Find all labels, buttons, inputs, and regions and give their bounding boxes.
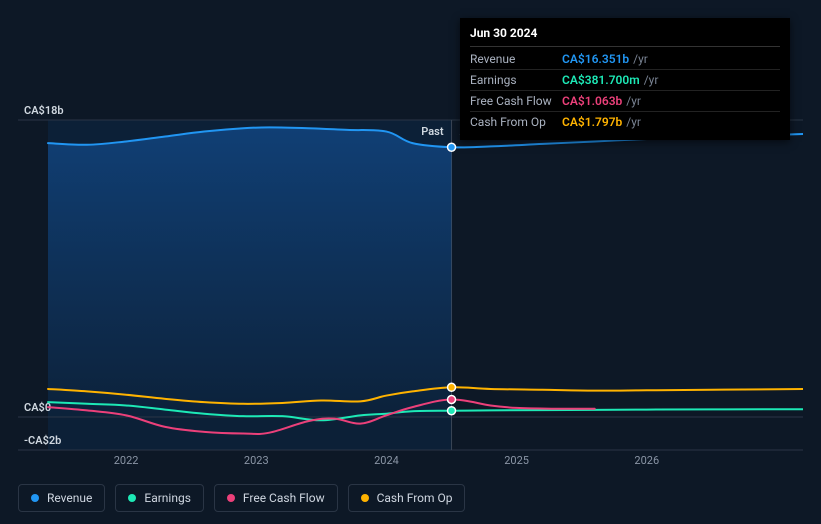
legend-swatch-icon [128, 494, 136, 502]
past-label: Past [421, 125, 444, 138]
earnings-marker [448, 407, 456, 415]
x-axis-label: 2023 [244, 454, 269, 467]
revenue-area [48, 127, 452, 417]
legend-label: Earnings [144, 491, 191, 505]
chart-legend: Revenue Earnings Free Cash Flow Cash From O… [18, 484, 465, 512]
tooltip-metric-value: CA$381.700m [562, 73, 640, 87]
x-axis-label: 2025 [504, 454, 529, 467]
y-axis-label: CA$0 [24, 401, 51, 414]
tooltip-metric-label: Free Cash Flow [470, 94, 562, 108]
cfo-marker [448, 383, 456, 391]
tooltip-metric-unit: /yr [644, 73, 659, 87]
legend-label: Revenue [47, 491, 92, 505]
x-axis-label: 2022 [114, 454, 139, 467]
legend-revenue[interactable]: Revenue [18, 484, 105, 512]
legend-label: Free Cash Flow [243, 491, 325, 505]
tooltip-row-free-cash-flow: Free Cash FlowCA$1.063b/yr [470, 91, 780, 112]
tooltip-metric-value: CA$16.351b [562, 52, 629, 66]
x-axis-label: 2024 [374, 454, 399, 467]
tooltip-metric-label: Earnings [470, 73, 562, 87]
legend-swatch-icon [361, 494, 369, 502]
legend-swatch-icon [31, 494, 39, 502]
tooltip-metric-unit: /yr [633, 52, 648, 66]
y-axis-label: CA$18b [24, 104, 64, 117]
tooltip-row-revenue: RevenueCA$16.351b/yr [470, 49, 780, 70]
tooltip-metric-unit: /yr [626, 115, 641, 129]
legend-cfo[interactable]: Cash From Op [348, 484, 466, 512]
tooltip-row-cash-from-op: Cash From OpCA$1.797b/yr [470, 112, 780, 132]
x-axis-label: 2026 [634, 454, 659, 467]
tooltip-metric-unit: /yr [626, 94, 641, 108]
revenue-marker [448, 143, 456, 151]
tooltip-row-earnings: EarningsCA$381.700m/yr [470, 70, 780, 91]
tooltip-metric-label: Cash From Op [470, 115, 562, 129]
tooltip-metric-label: Revenue [470, 52, 562, 66]
chart-tooltip: Jun 30 2024 RevenueCA$16.351b/yrEarnings… [460, 18, 790, 140]
legend-label: Cash From Op [377, 491, 453, 505]
fcf-marker [448, 396, 456, 404]
tooltip-metric-value: CA$1.063b [562, 94, 622, 108]
legend-fcf[interactable]: Free Cash Flow [214, 484, 338, 512]
tooltip-date: Jun 30 2024 [470, 26, 780, 47]
legend-swatch-icon [227, 494, 235, 502]
y-axis-label: -CA$2b [24, 434, 61, 447]
legend-earnings[interactable]: Earnings [115, 484, 204, 512]
tooltip-metric-value: CA$1.797b [562, 115, 622, 129]
